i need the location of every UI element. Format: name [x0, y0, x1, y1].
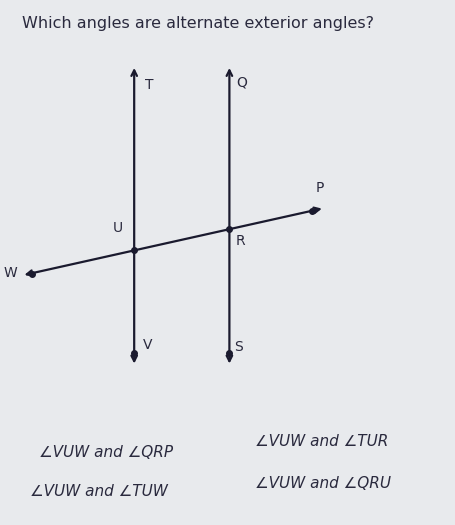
Text: V: V — [143, 338, 152, 352]
Text: W: W — [4, 266, 17, 280]
Text: ∠VUW and ∠QRU: ∠VUW and ∠QRU — [255, 476, 391, 491]
Text: ∠VUW and ∠TUW: ∠VUW and ∠TUW — [30, 484, 168, 499]
Text: S: S — [235, 340, 243, 354]
Text: ∠VUW and ∠TUR: ∠VUW and ∠TUR — [255, 434, 389, 449]
Text: Q: Q — [236, 76, 247, 89]
Text: U: U — [113, 221, 123, 235]
Text: ∠VUW and ∠QRP: ∠VUW and ∠QRP — [39, 445, 173, 459]
Text: R: R — [236, 234, 246, 248]
Text: Which angles are alternate exterior angles?: Which angles are alternate exterior angl… — [22, 16, 374, 31]
Text: T: T — [145, 78, 153, 92]
Text: P: P — [316, 181, 324, 195]
